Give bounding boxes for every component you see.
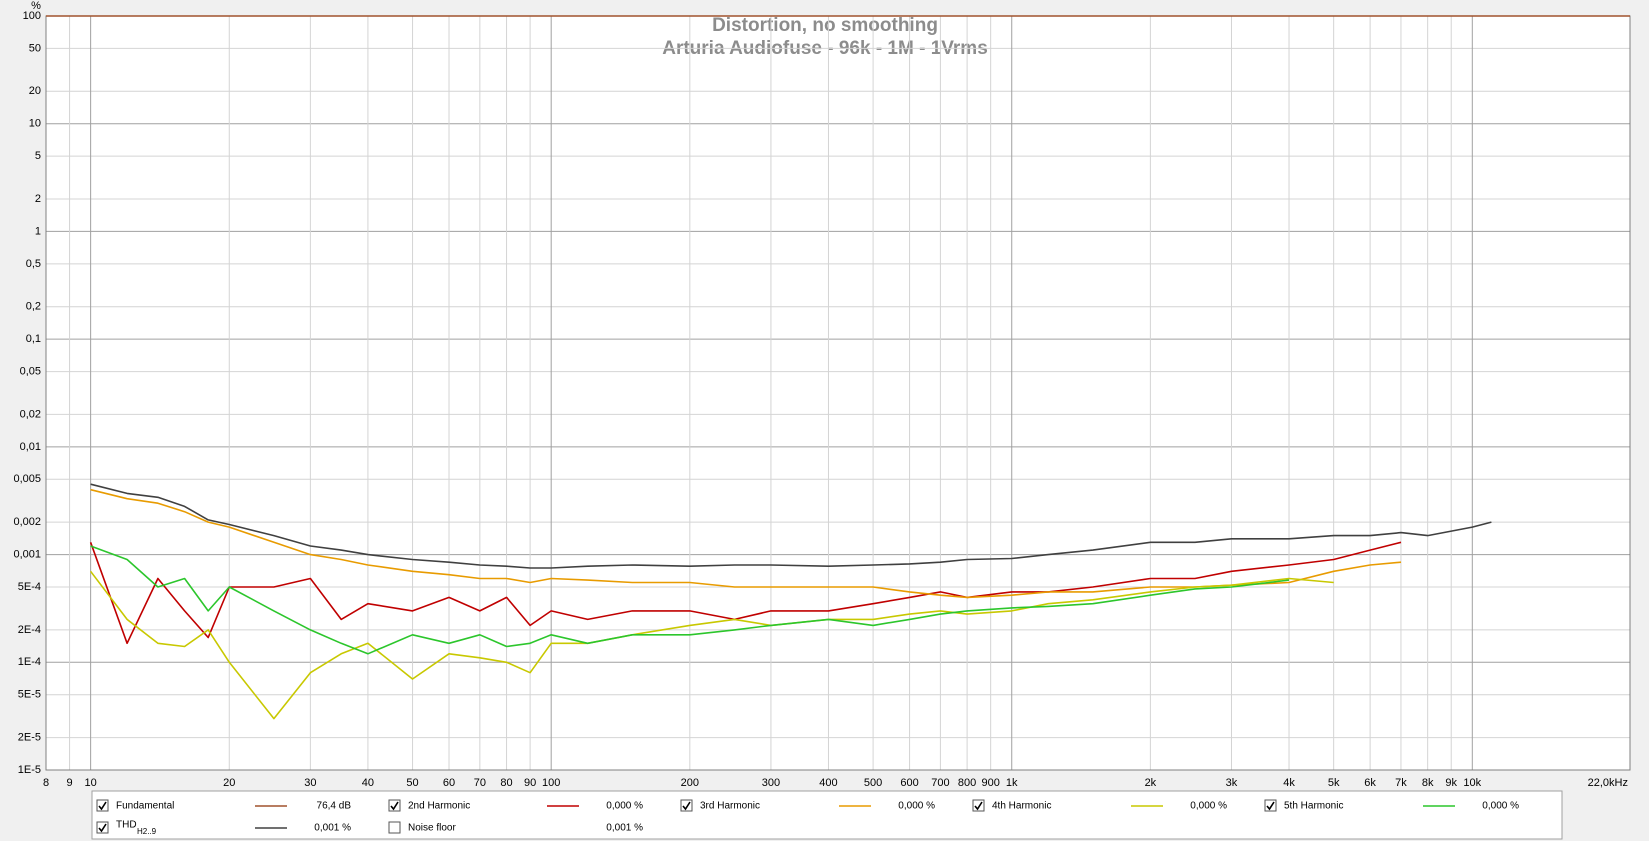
y-tick-label: 5E-4 — [18, 581, 41, 593]
checkmark — [98, 823, 107, 833]
x-tick-label: 70 — [474, 777, 486, 789]
x-tick-label: 3k — [1226, 777, 1238, 789]
checkmark — [1266, 801, 1275, 811]
x-tick-label: 900 — [981, 777, 999, 789]
x-tick-label: 2k — [1145, 777, 1157, 789]
x-tick-label: 9 — [66, 777, 72, 789]
checkbox[interactable] — [388, 821, 401, 834]
checkbox[interactable] — [680, 799, 693, 812]
x-tick-label: 5k — [1328, 777, 1340, 789]
legend-label: THD — [116, 820, 137, 831]
x-tick-label: 200 — [681, 777, 699, 789]
y-tick-label: 0,1 — [26, 333, 41, 345]
x-tick-label: 8k — [1422, 777, 1434, 789]
x-tick-label: 10k — [1463, 777, 1481, 789]
x-tick-label: 400 — [819, 777, 837, 789]
x-tick-label: 10 — [85, 777, 97, 789]
x-tick-label: 500 — [864, 777, 882, 789]
y-tick-label: 1E-4 — [18, 656, 41, 668]
legend-reading: 76,4 dB — [317, 801, 352, 812]
x-tick-label: 22,0kHz — [1588, 777, 1628, 789]
y-tick-label: 2 — [35, 193, 41, 205]
legend-reading: 0,000 % — [1482, 801, 1519, 812]
x-tick-label: 30 — [304, 777, 316, 789]
x-tick-label: 1k — [1006, 777, 1018, 789]
x-tick-label: 60 — [443, 777, 455, 789]
legend-label: 4th Harmonic — [992, 801, 1051, 812]
series-line — [90, 545, 1290, 655]
checkmark — [98, 801, 107, 811]
y-tick-label: 10 — [29, 118, 41, 130]
legend-box — [91, 790, 1563, 840]
y-tick-label: 5 — [35, 150, 41, 162]
checkmark — [682, 801, 691, 811]
y-tick-label: 0,2 — [26, 301, 41, 313]
x-tick-label: 100 — [542, 777, 560, 789]
y-tick-label: 0,002 — [13, 516, 41, 528]
y-tick-label: 5E-5 — [18, 689, 41, 701]
legend-reading: 0,000 % — [606, 801, 643, 812]
y-unit: % — [31, 0, 41, 12]
chart-title: Distortion, no smoothing — [712, 15, 938, 36]
legend-label: 5th Harmonic — [1284, 801, 1343, 812]
legend-label-sub: H2..9 — [137, 827, 157, 836]
x-tick-label: 4k — [1283, 777, 1295, 789]
x-tick-label: 20 — [223, 777, 235, 789]
x-tick-label: 600 — [900, 777, 918, 789]
y-tick-label: 0,02 — [20, 408, 41, 420]
y-tick-label: 0,001 — [13, 548, 41, 560]
x-tick-label: 7k — [1395, 777, 1407, 789]
legend-label: 3rd Harmonic — [700, 801, 760, 812]
legend-reading: 0,001 % — [606, 823, 643, 834]
y-tick-label: 100 — [23, 10, 41, 22]
legend-reading: 0,001 % — [314, 823, 351, 834]
checkmark — [974, 801, 983, 811]
x-tick-label: 700 — [931, 777, 949, 789]
y-tick-label: 2E-5 — [18, 731, 41, 743]
x-tick-label: 9k — [1445, 777, 1457, 789]
legend-label: Fundamental — [116, 801, 174, 812]
legend-label: Noise floor — [408, 823, 456, 834]
checkbox[interactable] — [96, 799, 109, 812]
series-line — [90, 483, 1492, 569]
y-tick-label: 0,005 — [13, 473, 41, 485]
y-tick-label: 2E-4 — [18, 624, 41, 636]
y-tick-label: 0,01 — [20, 441, 41, 453]
legend-reading: 0,000 % — [898, 801, 935, 812]
legend-label: 2nd Harmonic — [408, 801, 470, 812]
checkbox[interactable] — [972, 799, 985, 812]
x-tick-label: 50 — [406, 777, 418, 789]
y-tick-label: 0,05 — [20, 365, 41, 377]
x-tick-label: 300 — [762, 777, 780, 789]
x-tick-label: 6k — [1364, 777, 1376, 789]
checkbox[interactable] — [1264, 799, 1277, 812]
series-line — [89, 541, 1402, 645]
x-tick-label: 80 — [500, 777, 512, 789]
y-tick-label: 20 — [29, 85, 41, 97]
y-tick-label: 1E-5 — [18, 764, 41, 776]
checkbox[interactable] — [96, 821, 109, 834]
legend-reading: 0,000 % — [1190, 801, 1227, 812]
checkmark — [390, 801, 399, 811]
y-tick-label: 1 — [35, 225, 41, 237]
series-line — [90, 488, 1402, 599]
x-tick-label: 90 — [524, 777, 536, 789]
x-tick-label: 40 — [362, 777, 374, 789]
checkbox[interactable] — [388, 799, 401, 812]
plot-area — [46, 16, 1630, 770]
x-tick-label: 8 — [43, 777, 49, 789]
y-tick-label: 0,5 — [26, 258, 41, 270]
y-tick-label: 50 — [29, 42, 41, 54]
x-tick-label: 800 — [958, 777, 976, 789]
